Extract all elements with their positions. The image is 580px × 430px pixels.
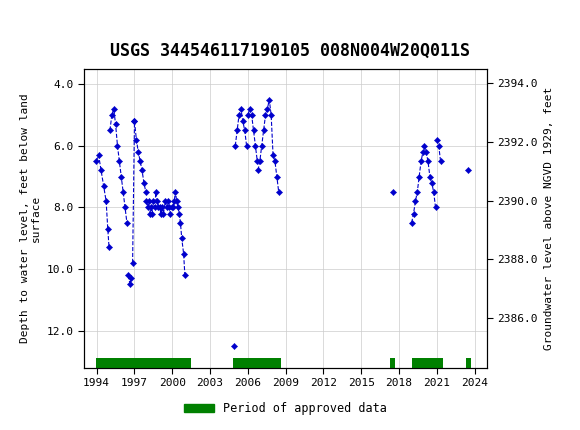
- Y-axis label: Depth to water level, feet below land
surface: Depth to water level, feet below land su…: [20, 93, 41, 343]
- Text: USGS: USGS: [58, 12, 105, 28]
- Y-axis label: Groundwater level above NGVD 1929, feet: Groundwater level above NGVD 1929, feet: [543, 86, 554, 350]
- Bar: [466, 358, 472, 369]
- Text: USGS 344546117190105 008N004W20Q011S: USGS 344546117190105 008N004W20Q011S: [110, 41, 470, 59]
- Bar: [233, 358, 281, 369]
- Bar: [12, 9, 50, 31]
- Bar: [390, 358, 395, 369]
- Legend: Period of approved data: Period of approved data: [180, 398, 392, 420]
- Bar: [96, 358, 191, 369]
- Bar: [412, 358, 443, 369]
